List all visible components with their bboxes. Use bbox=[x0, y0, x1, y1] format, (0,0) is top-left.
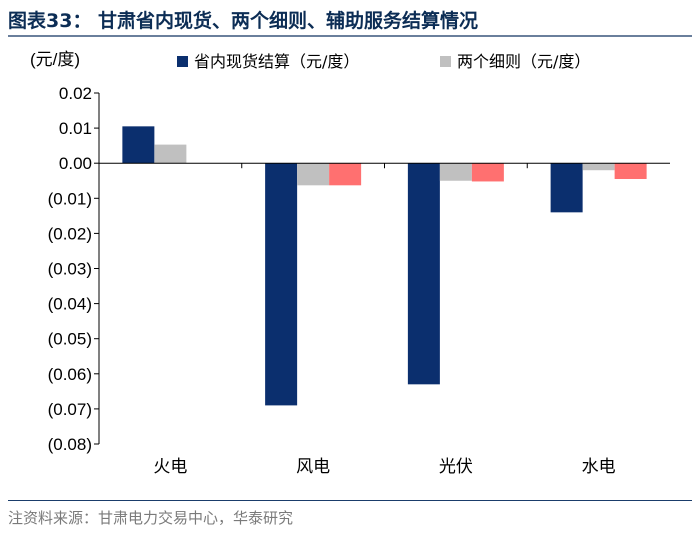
y-tick-label: (0.01) bbox=[48, 189, 92, 208]
source-divider bbox=[8, 500, 692, 501]
x-category-label: 风电 bbox=[296, 457, 330, 477]
bar-2-2 bbox=[471, 163, 504, 182]
source-note: 注资料来源：甘肃电力交易中心，华泰研究 bbox=[8, 509, 294, 527]
y-tick-label: 0.02 bbox=[59, 84, 92, 103]
legend-swatch bbox=[177, 56, 188, 67]
y-axis: 0.02 0.01 0.00 (0.01) (0.02) (0.03) (0.04) (0.0… bbox=[48, 84, 100, 454]
legend-label: 两个细则（元/度） bbox=[457, 52, 590, 71]
bar-1-1 bbox=[297, 163, 330, 186]
x-category-label: 水电 bbox=[582, 457, 616, 477]
y-tick-label: (0.07) bbox=[48, 400, 92, 419]
x-category-label: 光伏 bbox=[439, 457, 473, 477]
legend-swatch bbox=[440, 56, 451, 67]
bar-chart: 0.02 0.01 0.00 (0.01) (0.02) (0.03) (0.04) (0.0… bbox=[30, 50, 670, 477]
y-tick-label: (0.08) bbox=[48, 435, 92, 454]
bars bbox=[122, 126, 647, 406]
bar-2-1 bbox=[439, 163, 472, 181]
y-unit-label: (元/度) bbox=[30, 50, 80, 69]
legend-label: 省内现货结算（元/度） bbox=[194, 52, 359, 71]
y-tick-label: (0.05) bbox=[48, 330, 92, 349]
y-tick-label: (0.02) bbox=[48, 224, 92, 243]
bar-3-1 bbox=[582, 163, 615, 171]
x-axis: 火电 风电 光伏 水电 bbox=[99, 162, 670, 477]
bar-3-0 bbox=[550, 163, 583, 213]
y-tick-label: (0.04) bbox=[48, 295, 92, 314]
y-tick-label: (0.03) bbox=[48, 260, 92, 279]
y-tick-label: (0.06) bbox=[48, 365, 92, 384]
y-tick-label: 0.00 bbox=[59, 154, 92, 173]
y-tick-label: 0.01 bbox=[59, 119, 92, 138]
legend: 省内现货结算（元/度） 两个细则（元/度） bbox=[177, 52, 590, 71]
chart-title: 图表33： 甘肃省内现货、两个细则、辅助服务结算情况 bbox=[8, 10, 479, 32]
bar-1-2 bbox=[329, 163, 362, 186]
title-divider bbox=[8, 35, 692, 37]
bar-0-0 bbox=[122, 126, 155, 164]
x-category-label: 火电 bbox=[153, 457, 187, 477]
bar-0-1 bbox=[154, 144, 187, 164]
bar-2-0 bbox=[407, 163, 440, 385]
bar-3-2 bbox=[614, 163, 647, 179]
bar-1-0 bbox=[265, 163, 298, 406]
